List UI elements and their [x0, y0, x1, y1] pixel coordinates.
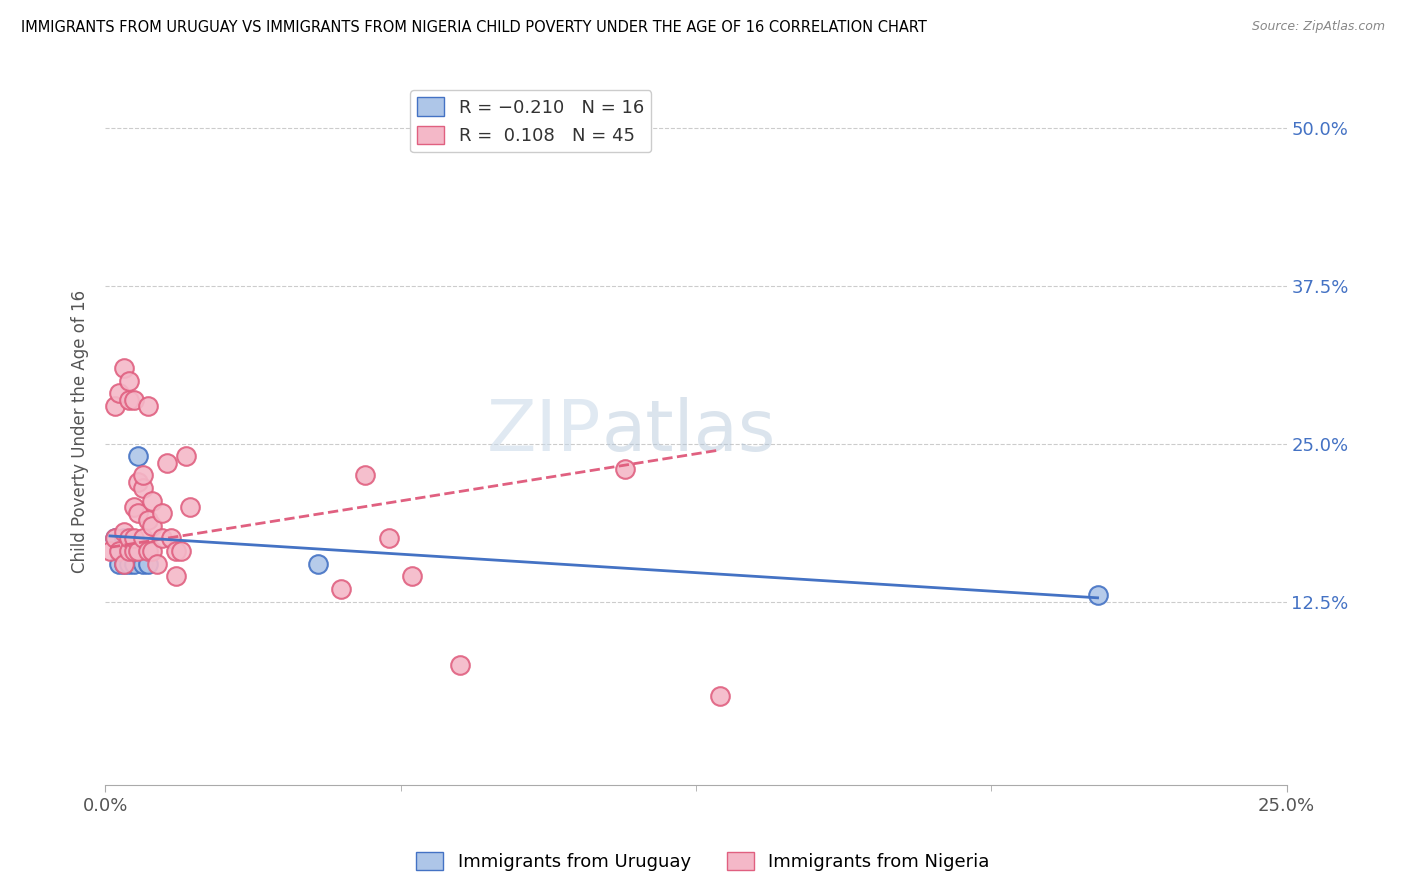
- Point: [112, 557, 135, 571]
- Point: [174, 450, 197, 464]
- Point: [401, 569, 423, 583]
- Point: [122, 557, 145, 571]
- Point: [141, 518, 163, 533]
- Point: [112, 525, 135, 540]
- Text: atlas: atlas: [602, 397, 776, 466]
- Point: [136, 557, 159, 571]
- Point: [104, 532, 127, 546]
- Point: [150, 532, 173, 546]
- Point: [136, 544, 159, 558]
- Point: [136, 399, 159, 413]
- Point: [179, 500, 201, 514]
- Point: [127, 450, 149, 464]
- Legend: Immigrants from Uruguay, Immigrants from Nigeria: Immigrants from Uruguay, Immigrants from…: [409, 845, 997, 879]
- Point: [104, 399, 127, 413]
- Point: [156, 456, 179, 470]
- Point: [127, 475, 149, 489]
- Point: [108, 544, 131, 558]
- Point: [122, 544, 145, 558]
- Point: [614, 462, 637, 476]
- Point: [122, 532, 145, 546]
- Point: [118, 544, 141, 558]
- Point: [146, 557, 169, 571]
- Point: [118, 532, 141, 546]
- Point: [118, 550, 141, 565]
- Point: [98, 544, 121, 558]
- Point: [330, 582, 353, 596]
- Point: [709, 690, 731, 704]
- Point: [127, 506, 149, 520]
- Point: [141, 493, 163, 508]
- Point: [354, 468, 377, 483]
- Point: [112, 532, 135, 546]
- Point: [377, 532, 399, 546]
- Point: [132, 468, 155, 483]
- Legend: R = −0.210   N = 16, R =  0.108   N = 45: R = −0.210 N = 16, R = 0.108 N = 45: [411, 90, 651, 153]
- Point: [449, 657, 471, 672]
- Point: [108, 557, 131, 571]
- Point: [132, 532, 155, 546]
- Point: [118, 557, 141, 571]
- Point: [108, 544, 131, 558]
- Point: [112, 360, 135, 375]
- Point: [112, 544, 135, 558]
- Point: [165, 544, 187, 558]
- Point: [118, 374, 141, 388]
- Point: [127, 544, 149, 558]
- Point: [118, 392, 141, 407]
- Point: [141, 544, 163, 558]
- Text: Source: ZipAtlas.com: Source: ZipAtlas.com: [1251, 20, 1385, 33]
- Point: [118, 538, 141, 552]
- Point: [150, 506, 173, 520]
- Point: [122, 544, 145, 558]
- Text: IMMIGRANTS FROM URUGUAY VS IMMIGRANTS FROM NIGERIA CHILD POVERTY UNDER THE AGE O: IMMIGRANTS FROM URUGUAY VS IMMIGRANTS FR…: [21, 20, 927, 35]
- Point: [108, 386, 131, 401]
- Point: [160, 532, 183, 546]
- Point: [132, 481, 155, 495]
- Point: [136, 512, 159, 526]
- Point: [104, 532, 127, 546]
- Text: ZIP: ZIP: [486, 397, 602, 466]
- Point: [122, 392, 145, 407]
- Point: [112, 557, 135, 571]
- Point: [165, 569, 187, 583]
- Y-axis label: Child Poverty Under the Age of 16: Child Poverty Under the Age of 16: [72, 290, 89, 573]
- Point: [307, 557, 329, 571]
- Point: [1087, 588, 1109, 602]
- Point: [122, 500, 145, 514]
- Point: [132, 557, 155, 571]
- Point: [170, 544, 193, 558]
